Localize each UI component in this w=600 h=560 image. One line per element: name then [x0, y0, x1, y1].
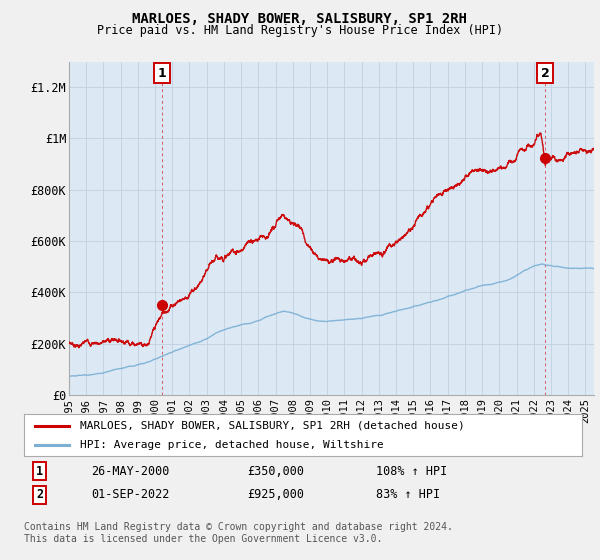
- Text: £925,000: £925,000: [247, 488, 304, 501]
- Text: £350,000: £350,000: [247, 465, 304, 478]
- Text: 83% ↑ HPI: 83% ↑ HPI: [376, 488, 440, 501]
- Text: 1: 1: [36, 465, 43, 478]
- Text: MARLOES, SHADY BOWER, SALISBURY, SP1 2RH: MARLOES, SHADY BOWER, SALISBURY, SP1 2RH: [133, 12, 467, 26]
- Text: 1: 1: [158, 67, 166, 80]
- Text: 01-SEP-2022: 01-SEP-2022: [91, 488, 169, 501]
- Text: Contains HM Land Registry data © Crown copyright and database right 2024.
This d: Contains HM Land Registry data © Crown c…: [24, 522, 453, 544]
- Text: 108% ↑ HPI: 108% ↑ HPI: [376, 465, 447, 478]
- Text: Price paid vs. HM Land Registry's House Price Index (HPI): Price paid vs. HM Land Registry's House …: [97, 24, 503, 37]
- Text: HPI: Average price, detached house, Wiltshire: HPI: Average price, detached house, Wilt…: [80, 440, 383, 450]
- Text: 2: 2: [541, 67, 550, 80]
- Text: 2: 2: [36, 488, 43, 501]
- Text: 26-MAY-2000: 26-MAY-2000: [91, 465, 169, 478]
- Text: MARLOES, SHADY BOWER, SALISBURY, SP1 2RH (detached house): MARLOES, SHADY BOWER, SALISBURY, SP1 2RH…: [80, 421, 464, 431]
